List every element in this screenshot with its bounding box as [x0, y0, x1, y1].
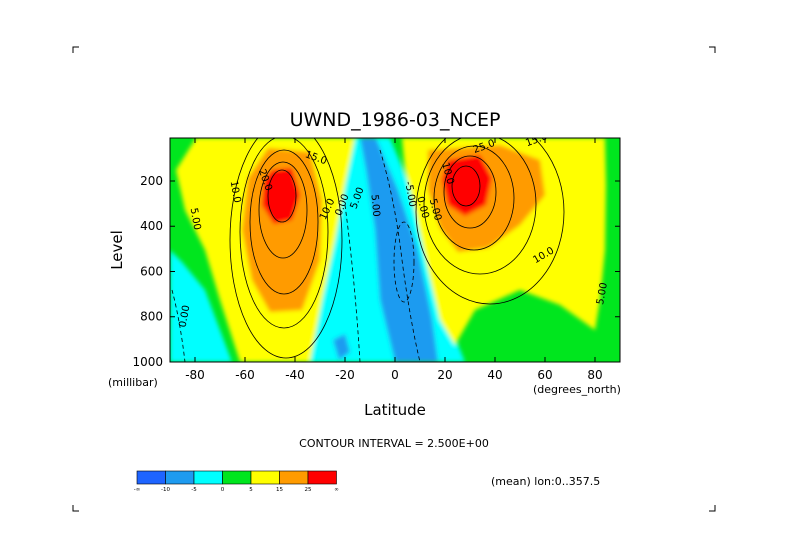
- band-orange-south: [242, 148, 322, 312]
- y-tick-label: 600: [140, 264, 163, 278]
- contour-interval-text: CONTOUR INTERVAL = 2.500E+00: [299, 437, 489, 450]
- colorbar-swatch: [165, 470, 195, 485]
- band-red-south: [262, 168, 300, 224]
- colorbar-label: ∞: [334, 487, 339, 493]
- chart-title: UWND_1986-03_NCEP: [290, 109, 501, 131]
- colorbar-label: 25: [305, 487, 312, 493]
- colorbar-swatch: [279, 470, 309, 485]
- contour-label: 0.00: [178, 304, 193, 328]
- footnote-mean-lon: (mean) lon:0..357.5: [491, 475, 600, 488]
- colorbar-label: 5: [249, 487, 253, 493]
- colorbar-label: -5: [191, 487, 197, 493]
- colorbar-label: 15: [276, 487, 283, 493]
- y-tick-label: 1000: [132, 355, 163, 369]
- contour-fill: [170, 138, 620, 362]
- contour-label: 5.00: [369, 194, 382, 217]
- y-tick-label: 400: [140, 219, 163, 233]
- y-axis-title: Level: [108, 230, 126, 270]
- colorbar-label: -10: [161, 487, 170, 493]
- x-tick-label: -80: [185, 368, 205, 382]
- x-tick-label: -40: [285, 368, 305, 382]
- corner-marks: [72, 46, 716, 512]
- y-tick-label: 800: [140, 310, 163, 324]
- x-tick-label: 60: [537, 368, 552, 382]
- colorbar-swatch: [136, 470, 166, 485]
- x-tick-label: -60: [235, 368, 255, 382]
- band-blue-small: [333, 334, 350, 360]
- contour-label: -5.00: [402, 180, 417, 207]
- x-tick-label: 80: [587, 368, 602, 382]
- colorbar-swatch: [250, 470, 280, 485]
- colorbar-swatch: [222, 470, 252, 485]
- contour-label: 10.0: [228, 180, 243, 204]
- y-unit-label: (millibar): [108, 376, 158, 389]
- x-tick-label: 20: [437, 368, 452, 382]
- x-tick-label: 40: [487, 368, 502, 382]
- colorbar-label: 0: [221, 487, 225, 493]
- y-axis: 200 400 600 800 1000: [132, 174, 620, 369]
- contour-label: 5.00: [595, 282, 610, 306]
- contour-label: 15.0: [524, 131, 549, 149]
- colorbar: -∞ -10 -5 0 5 15 25 ∞: [134, 470, 339, 493]
- x-axis: -80 -60 -40 -20 0 20 40 60 80: [185, 138, 603, 382]
- x-unit-label: (degrees_north): [533, 383, 621, 396]
- y-tick-label: 200: [140, 174, 163, 188]
- colorbar-label: -∞: [134, 487, 141, 493]
- colorbar-swatch: [193, 470, 223, 485]
- band-cyan-south: [170, 250, 232, 362]
- contour-lines: [171, 138, 565, 362]
- contour-label: 5.00: [188, 207, 203, 231]
- x-tick-label: 0: [391, 368, 399, 382]
- band-red-north: [442, 155, 492, 216]
- x-axis-title: Latitude: [364, 401, 426, 419]
- x-tick-label: -20: [335, 368, 355, 382]
- band-blue-equator: [360, 138, 438, 362]
- colorbar-swatch: [307, 470, 337, 485]
